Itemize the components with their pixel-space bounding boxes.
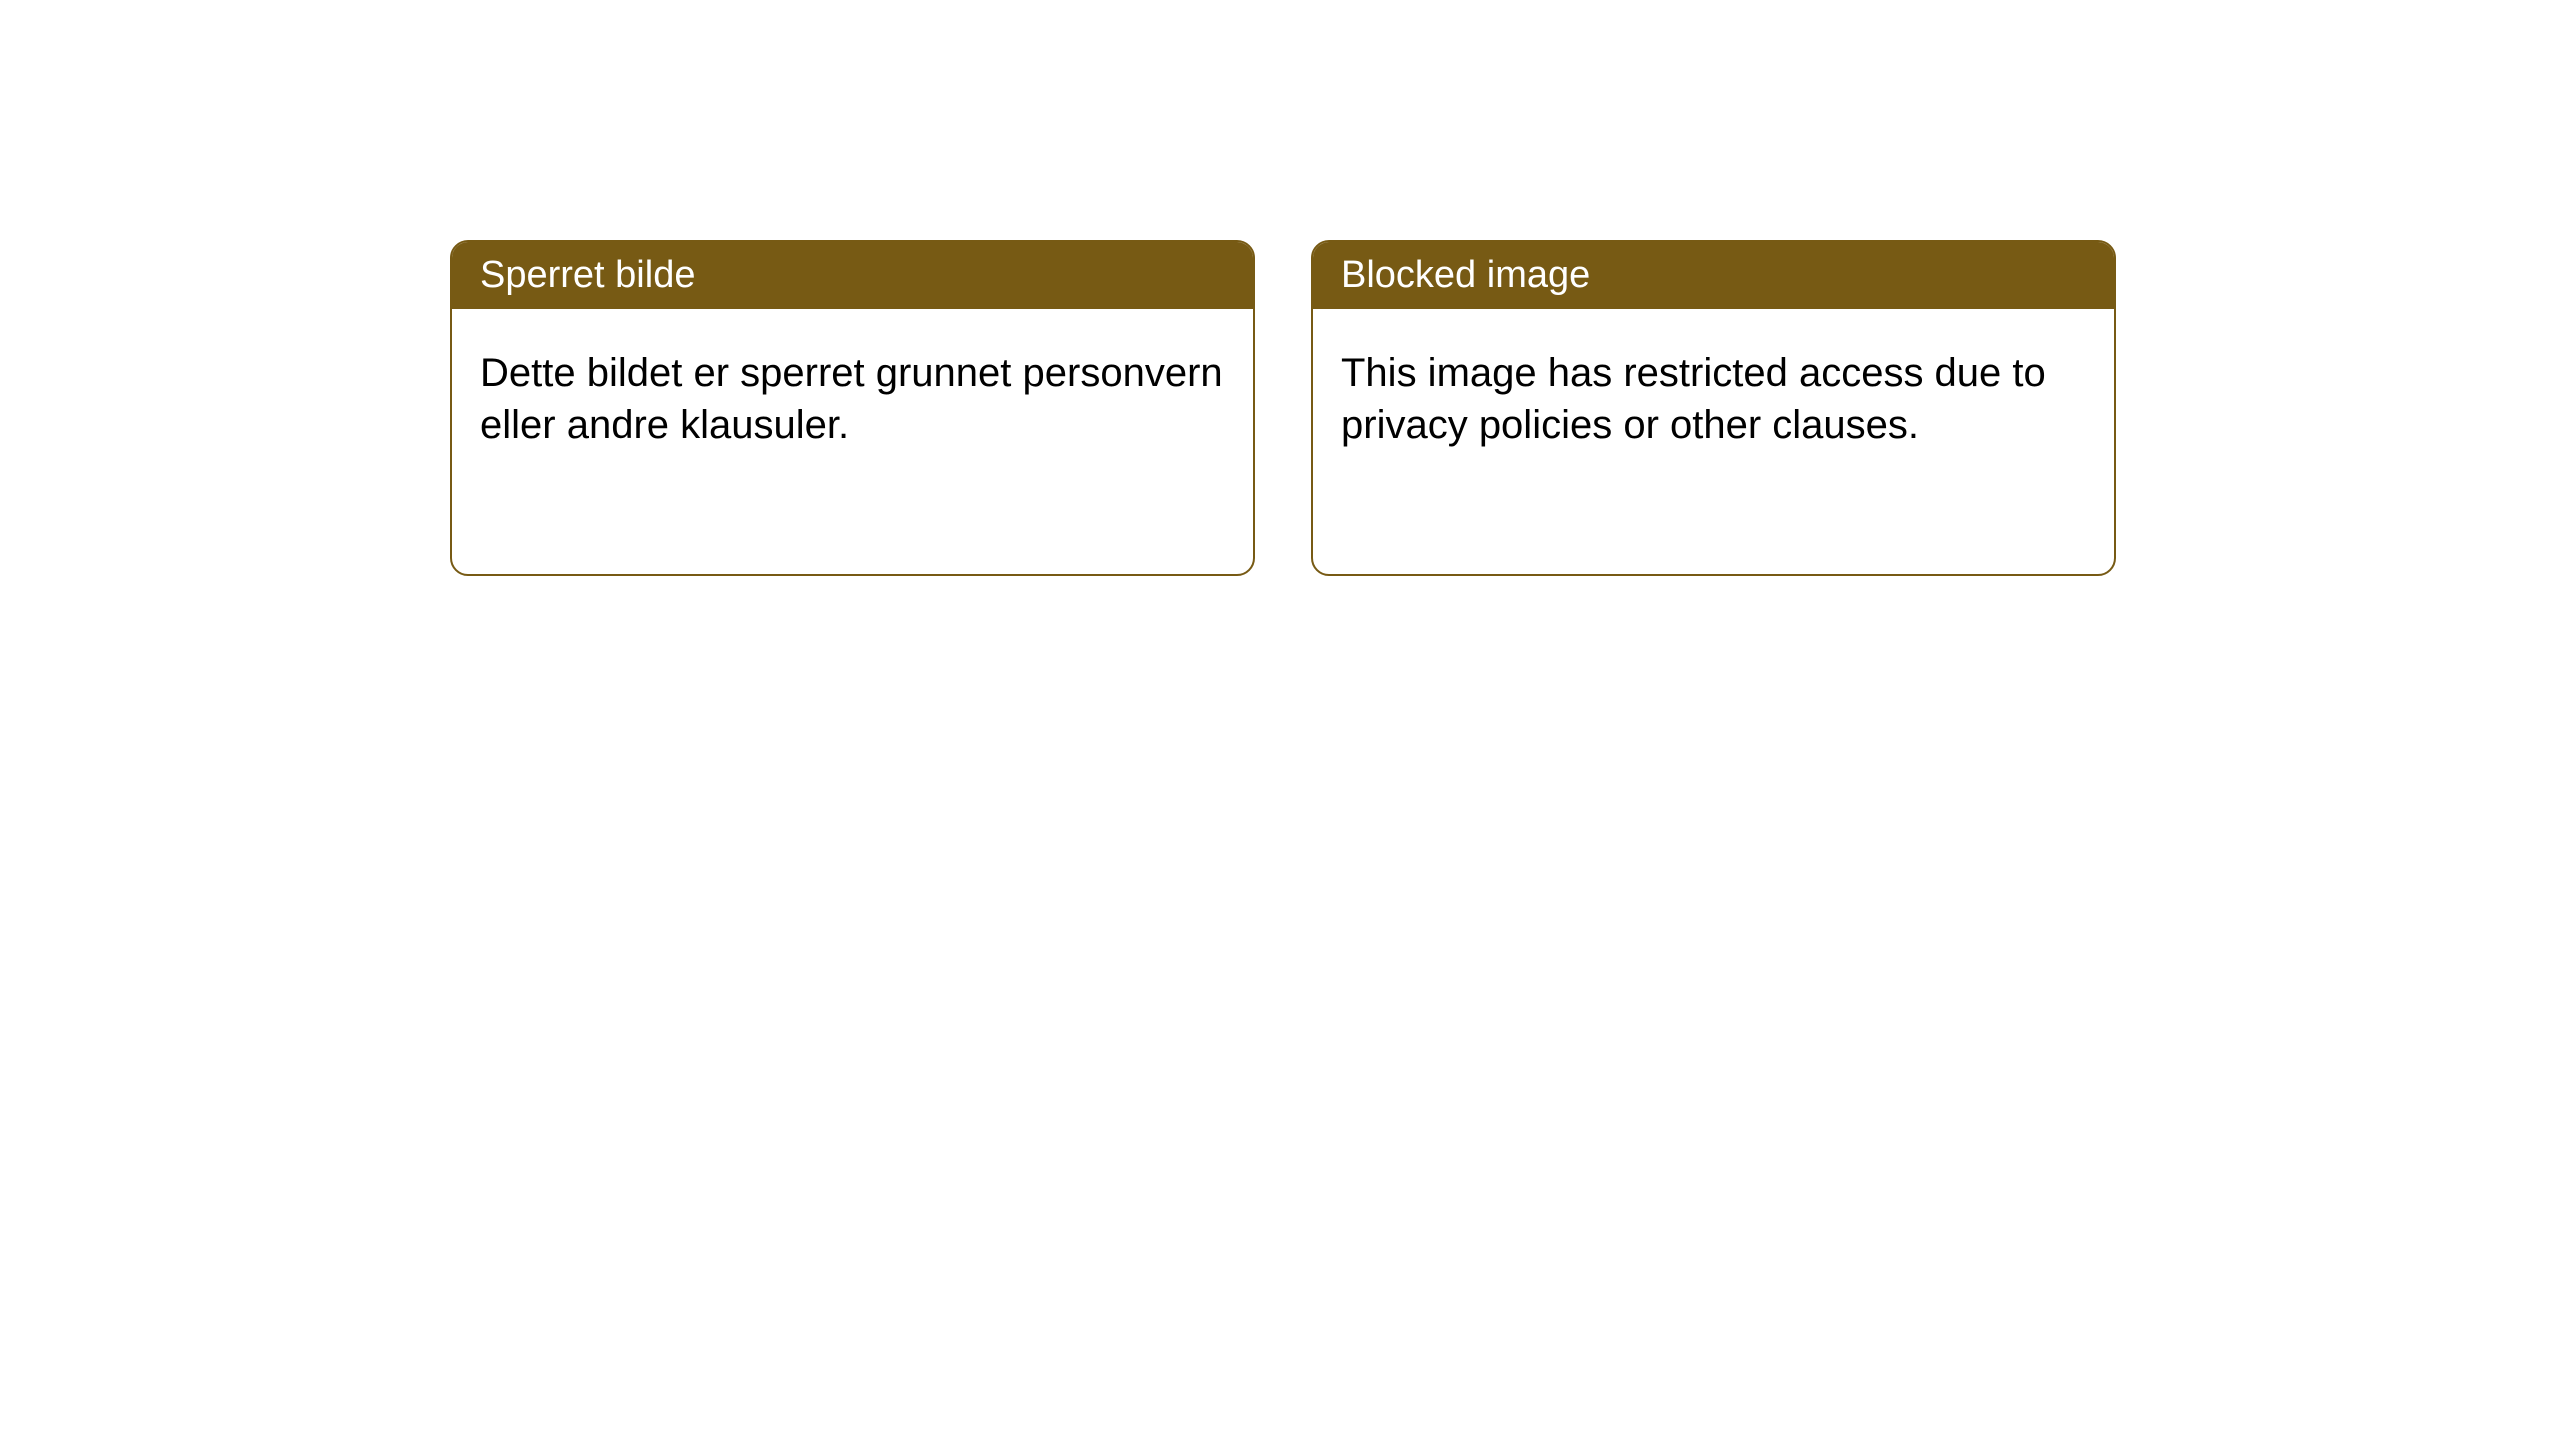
notice-body: This image has restricted access due to … xyxy=(1313,309,2114,489)
notice-header: Blocked image xyxy=(1313,242,2114,309)
notice-header: Sperret bilde xyxy=(452,242,1253,309)
notice-box-english: Blocked image This image has restricted … xyxy=(1311,240,2116,576)
notice-body: Dette bildet er sperret grunnet personve… xyxy=(452,309,1253,489)
notice-box-norwegian: Sperret bilde Dette bildet er sperret gr… xyxy=(450,240,1255,576)
notice-container: Sperret bilde Dette bildet er sperret gr… xyxy=(0,0,2560,576)
